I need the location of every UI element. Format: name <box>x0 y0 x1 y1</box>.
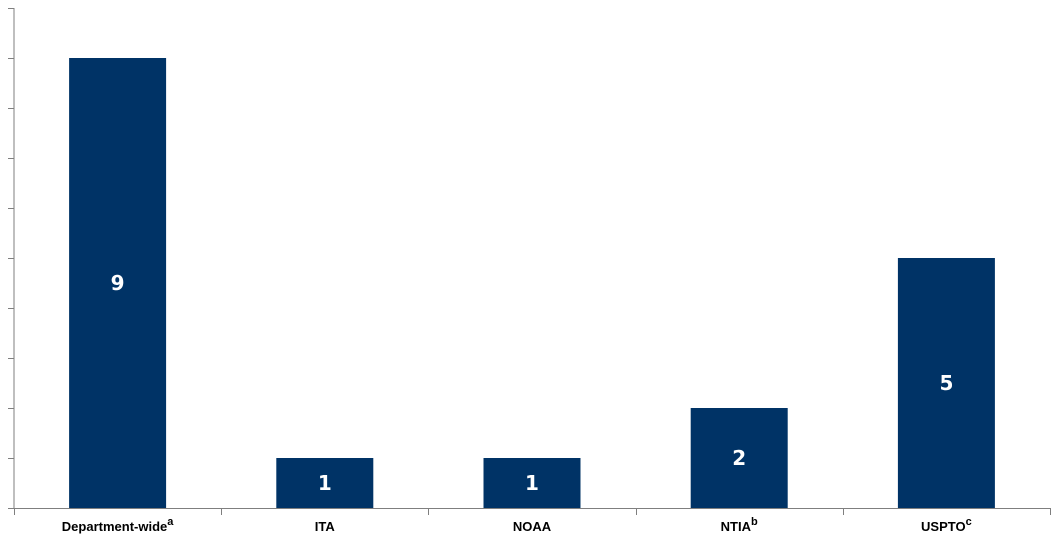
footnote-marker: c <box>966 516 972 528</box>
footnote-marker: b <box>751 516 758 528</box>
data-labels: 9 1 1 2 5 <box>111 271 954 495</box>
data-label: 1 <box>525 471 539 495</box>
category-labels: Department-widea ITA NOAA NTIAb USPTOc <box>62 516 972 534</box>
data-label: 2 <box>732 446 746 470</box>
category-label: Department-widea <box>62 516 174 534</box>
category-label: NOAA <box>513 519 552 534</box>
category-label: USPTOc <box>921 516 972 534</box>
bar-uspto <box>897 258 995 508</box>
bars <box>69 58 995 508</box>
category-label: NTIAb <box>721 516 758 534</box>
data-label: 1 <box>318 471 332 495</box>
data-label: 5 <box>939 371 953 395</box>
footnote-marker: a <box>167 516 174 528</box>
y-axis <box>8 8 15 509</box>
bar-ita <box>276 458 374 508</box>
data-label: 9 <box>111 271 125 295</box>
bar-ntia <box>690 408 788 508</box>
x-axis <box>14 508 1051 515</box>
category-label: ITA <box>315 519 336 534</box>
bar-department-wide <box>69 58 167 508</box>
bar-noaa <box>483 458 581 508</box>
